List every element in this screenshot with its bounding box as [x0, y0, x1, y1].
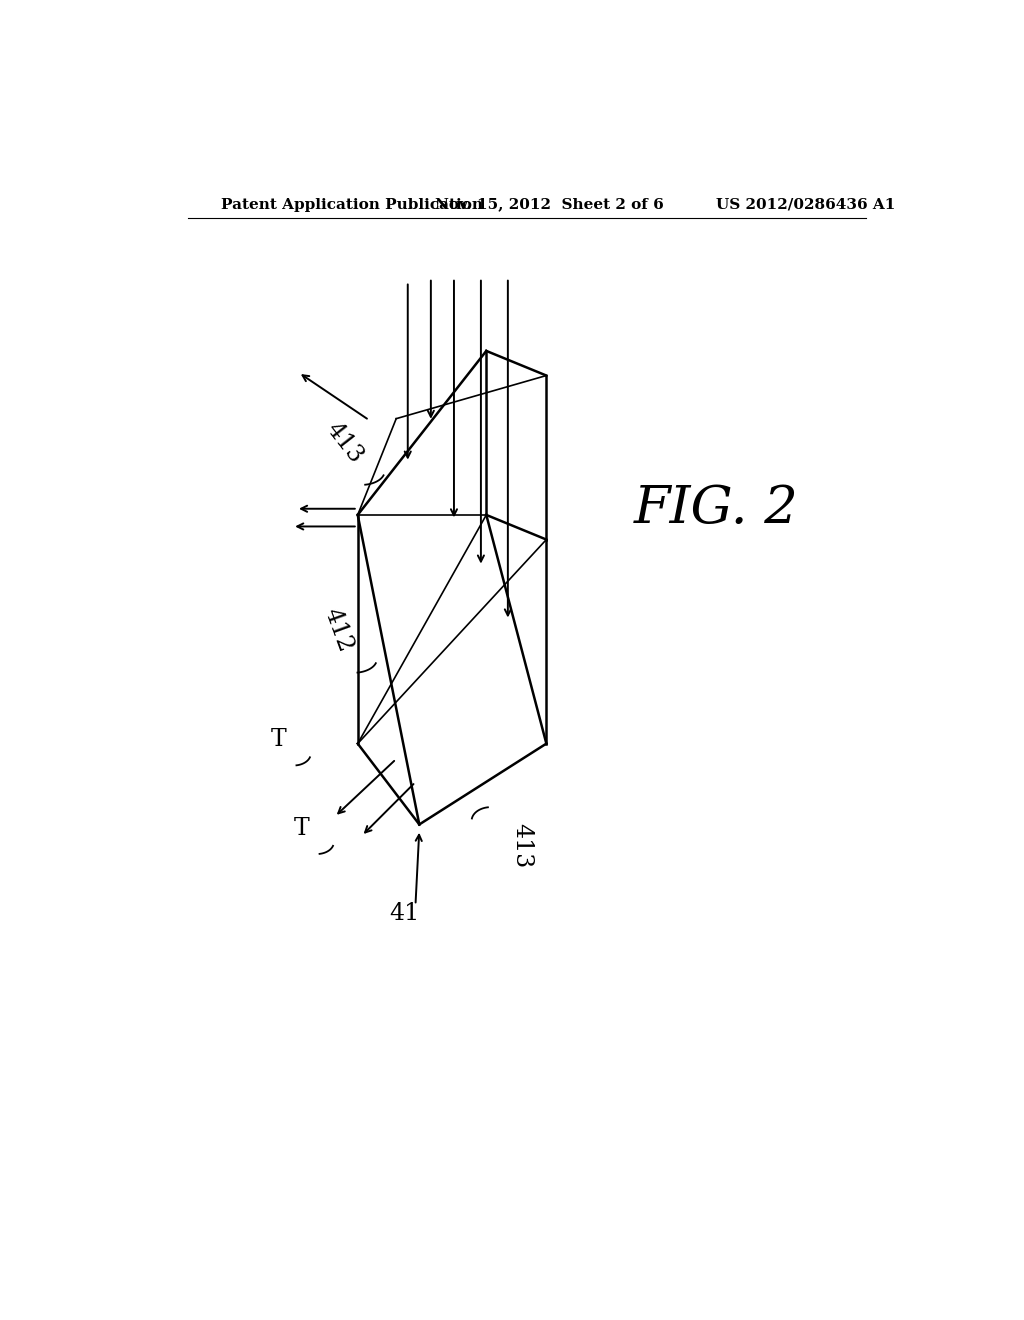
Text: US 2012/0286436 A1: US 2012/0286436 A1 [716, 198, 895, 211]
Text: Nov. 15, 2012  Sheet 2 of 6: Nov. 15, 2012 Sheet 2 of 6 [435, 198, 664, 211]
Text: 413: 413 [322, 418, 368, 469]
Text: 413: 413 [510, 822, 534, 867]
Text: T: T [294, 817, 309, 840]
Text: 41: 41 [389, 902, 419, 924]
Text: 412: 412 [319, 605, 357, 655]
Text: FIG. 2: FIG. 2 [634, 483, 798, 535]
Text: T: T [270, 729, 287, 751]
Text: Patent Application Publication: Patent Application Publication [221, 198, 483, 211]
